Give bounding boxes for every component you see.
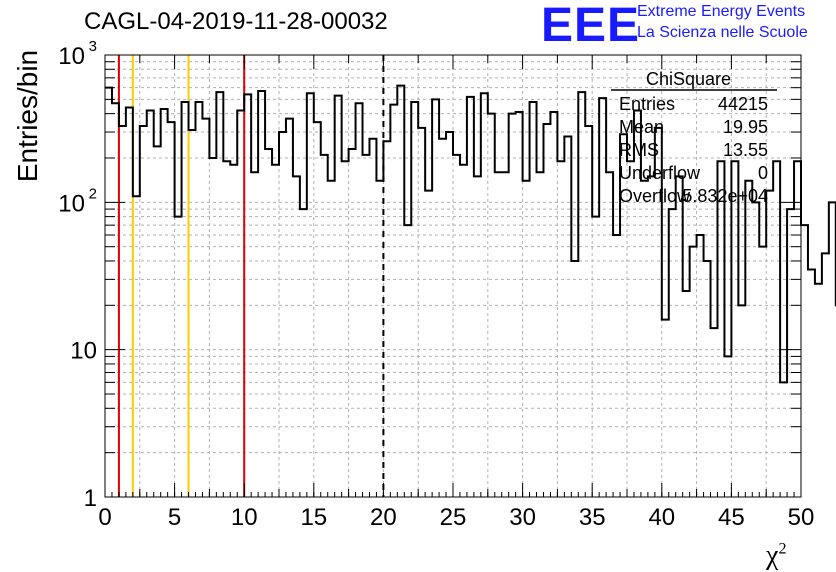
y-axis-label: Entries/bin (12, 49, 43, 183)
y-tick-label: 10 (58, 190, 85, 217)
y-tick-label: 1 (84, 485, 97, 512)
y-tick-label-exponent: 3 (89, 38, 97, 55)
x-tick-label: 0 (98, 504, 111, 531)
x-axis-label: χ2 (766, 540, 786, 572)
x-tick-label: 50 (788, 504, 815, 531)
stats-label-entries: Entries (619, 94, 676, 114)
stats-title: ChiSquare (646, 69, 732, 89)
stats-label-overflow: Overflow (619, 186, 691, 206)
y-tick-label-exponent: 2 (89, 185, 97, 202)
stats-value-mean: 19.95 (722, 117, 768, 137)
chart-title: CAGL-04-2019-11-28-00032 (84, 8, 388, 35)
x-tick-label: 35 (579, 504, 606, 531)
x-tick-label: 30 (509, 504, 536, 531)
x-tick-label: 45 (718, 504, 745, 531)
x-axis-label-symbol: χ (766, 540, 779, 571)
x-tick-label: 5 (168, 504, 181, 531)
x-axis-label-exponent: 2 (778, 540, 787, 558)
x-tick-label: 40 (648, 504, 675, 531)
stats-value-overflow: 5.832e+04 (682, 186, 768, 206)
x-tick-label: 25 (440, 504, 467, 531)
histogram-line (105, 84, 836, 384)
x-tick-label: 10 (231, 504, 258, 531)
stats-label-rms: RMS (619, 140, 659, 160)
x-tick-label: 20 (370, 504, 397, 531)
axis-ticks (104, 55, 802, 498)
x-tick-label: 15 (300, 504, 327, 531)
eee-logo: EEE (541, 0, 641, 52)
stats-value-underflow: 0 (757, 163, 768, 183)
logo-line-1: Extreme Energy Events (637, 3, 806, 20)
stats-value-entries: 44215 (717, 94, 768, 114)
logo-line-2: La Scienza nelle Scuole (637, 24, 808, 41)
stats-label-mean: Mean (619, 117, 665, 137)
stats-label-underflow: Underflow (619, 163, 701, 183)
stats-value-rms: 13.55 (722, 140, 768, 160)
y-tick-label: 10 (70, 338, 97, 365)
y-tick-label: 10 (58, 43, 85, 70)
